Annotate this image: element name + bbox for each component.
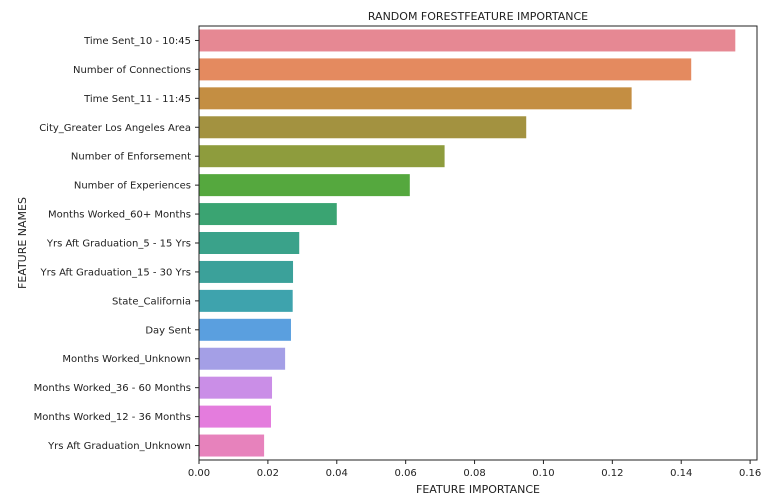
x-tick-label: 0.14	[670, 468, 692, 479]
bar	[199, 434, 265, 457]
y-tick-label: Months Worked_60+ Months	[48, 210, 191, 221]
y-tick-label: Time Sent_11 - 11:45	[83, 94, 191, 105]
bar	[199, 289, 293, 312]
bar	[199, 58, 692, 81]
y-tick-label: State_California	[112, 296, 191, 307]
bar	[199, 376, 273, 399]
y-tick-label: Number of Experiences	[74, 181, 191, 192]
y-tick-label: Day Sent	[145, 325, 191, 336]
x-tick-label: 0.08	[463, 468, 485, 479]
y-tick-label: Number of Enforsement	[71, 152, 191, 163]
bars-group	[199, 29, 736, 457]
chart-title: RANDOM FORESTFEATURE IMPORTANCE	[368, 10, 588, 23]
bar	[199, 87, 632, 110]
x-tick-label: 0.02	[257, 468, 279, 479]
bar	[199, 174, 410, 197]
y-tick-label: Number of Connections	[73, 65, 191, 76]
bar	[199, 203, 337, 226]
bar	[199, 29, 736, 52]
bar	[199, 318, 291, 341]
y-tick-label: Yrs Aft Graduation_Unknown	[47, 441, 191, 452]
y-tick-label: Months Worked_Unknown	[62, 354, 191, 365]
y-tick-label: City_Greater Los Angeles Area	[39, 123, 191, 134]
x-tick-label: 0.16	[739, 468, 761, 479]
bar	[199, 145, 445, 168]
x-tick-label: 0.06	[395, 468, 417, 479]
bar	[199, 232, 300, 254]
y-tick-label: Yrs Aft Graduation_15 - 30 Yrs	[39, 267, 191, 278]
x-tick-label: 0.10	[532, 468, 554, 479]
y-tick-label: Months Worked_36 - 60 Months	[34, 383, 191, 394]
y-tick-label: Yrs Aft Graduation_5 - 15 Yrs	[46, 239, 191, 250]
x-axis-ticks: 0.00 0.02 0.04 0.06 0.08 0.10 0.12 0.14 0.16	[188, 460, 761, 479]
y-tick-labels: Time Sent_10 - 10:45 Number of Connection…	[34, 36, 199, 452]
x-tick-label: 0.12	[601, 468, 623, 479]
y-axis-title: FEATURE NAMES	[16, 197, 29, 289]
x-axis-title: FEATURE IMPORTANCE	[416, 483, 540, 496]
bar	[199, 116, 527, 139]
x-tick-label: 0.00	[188, 468, 210, 479]
bar	[199, 405, 271, 428]
bar	[199, 347, 286, 370]
y-tick-label: Months Worked_12 - 36 Months	[34, 412, 191, 423]
x-tick-label: 0.04	[326, 468, 348, 479]
bar	[199, 260, 294, 283]
plot-frame	[198, 25, 758, 461]
y-tick-label: Time Sent_10 - 10:45	[83, 36, 191, 47]
